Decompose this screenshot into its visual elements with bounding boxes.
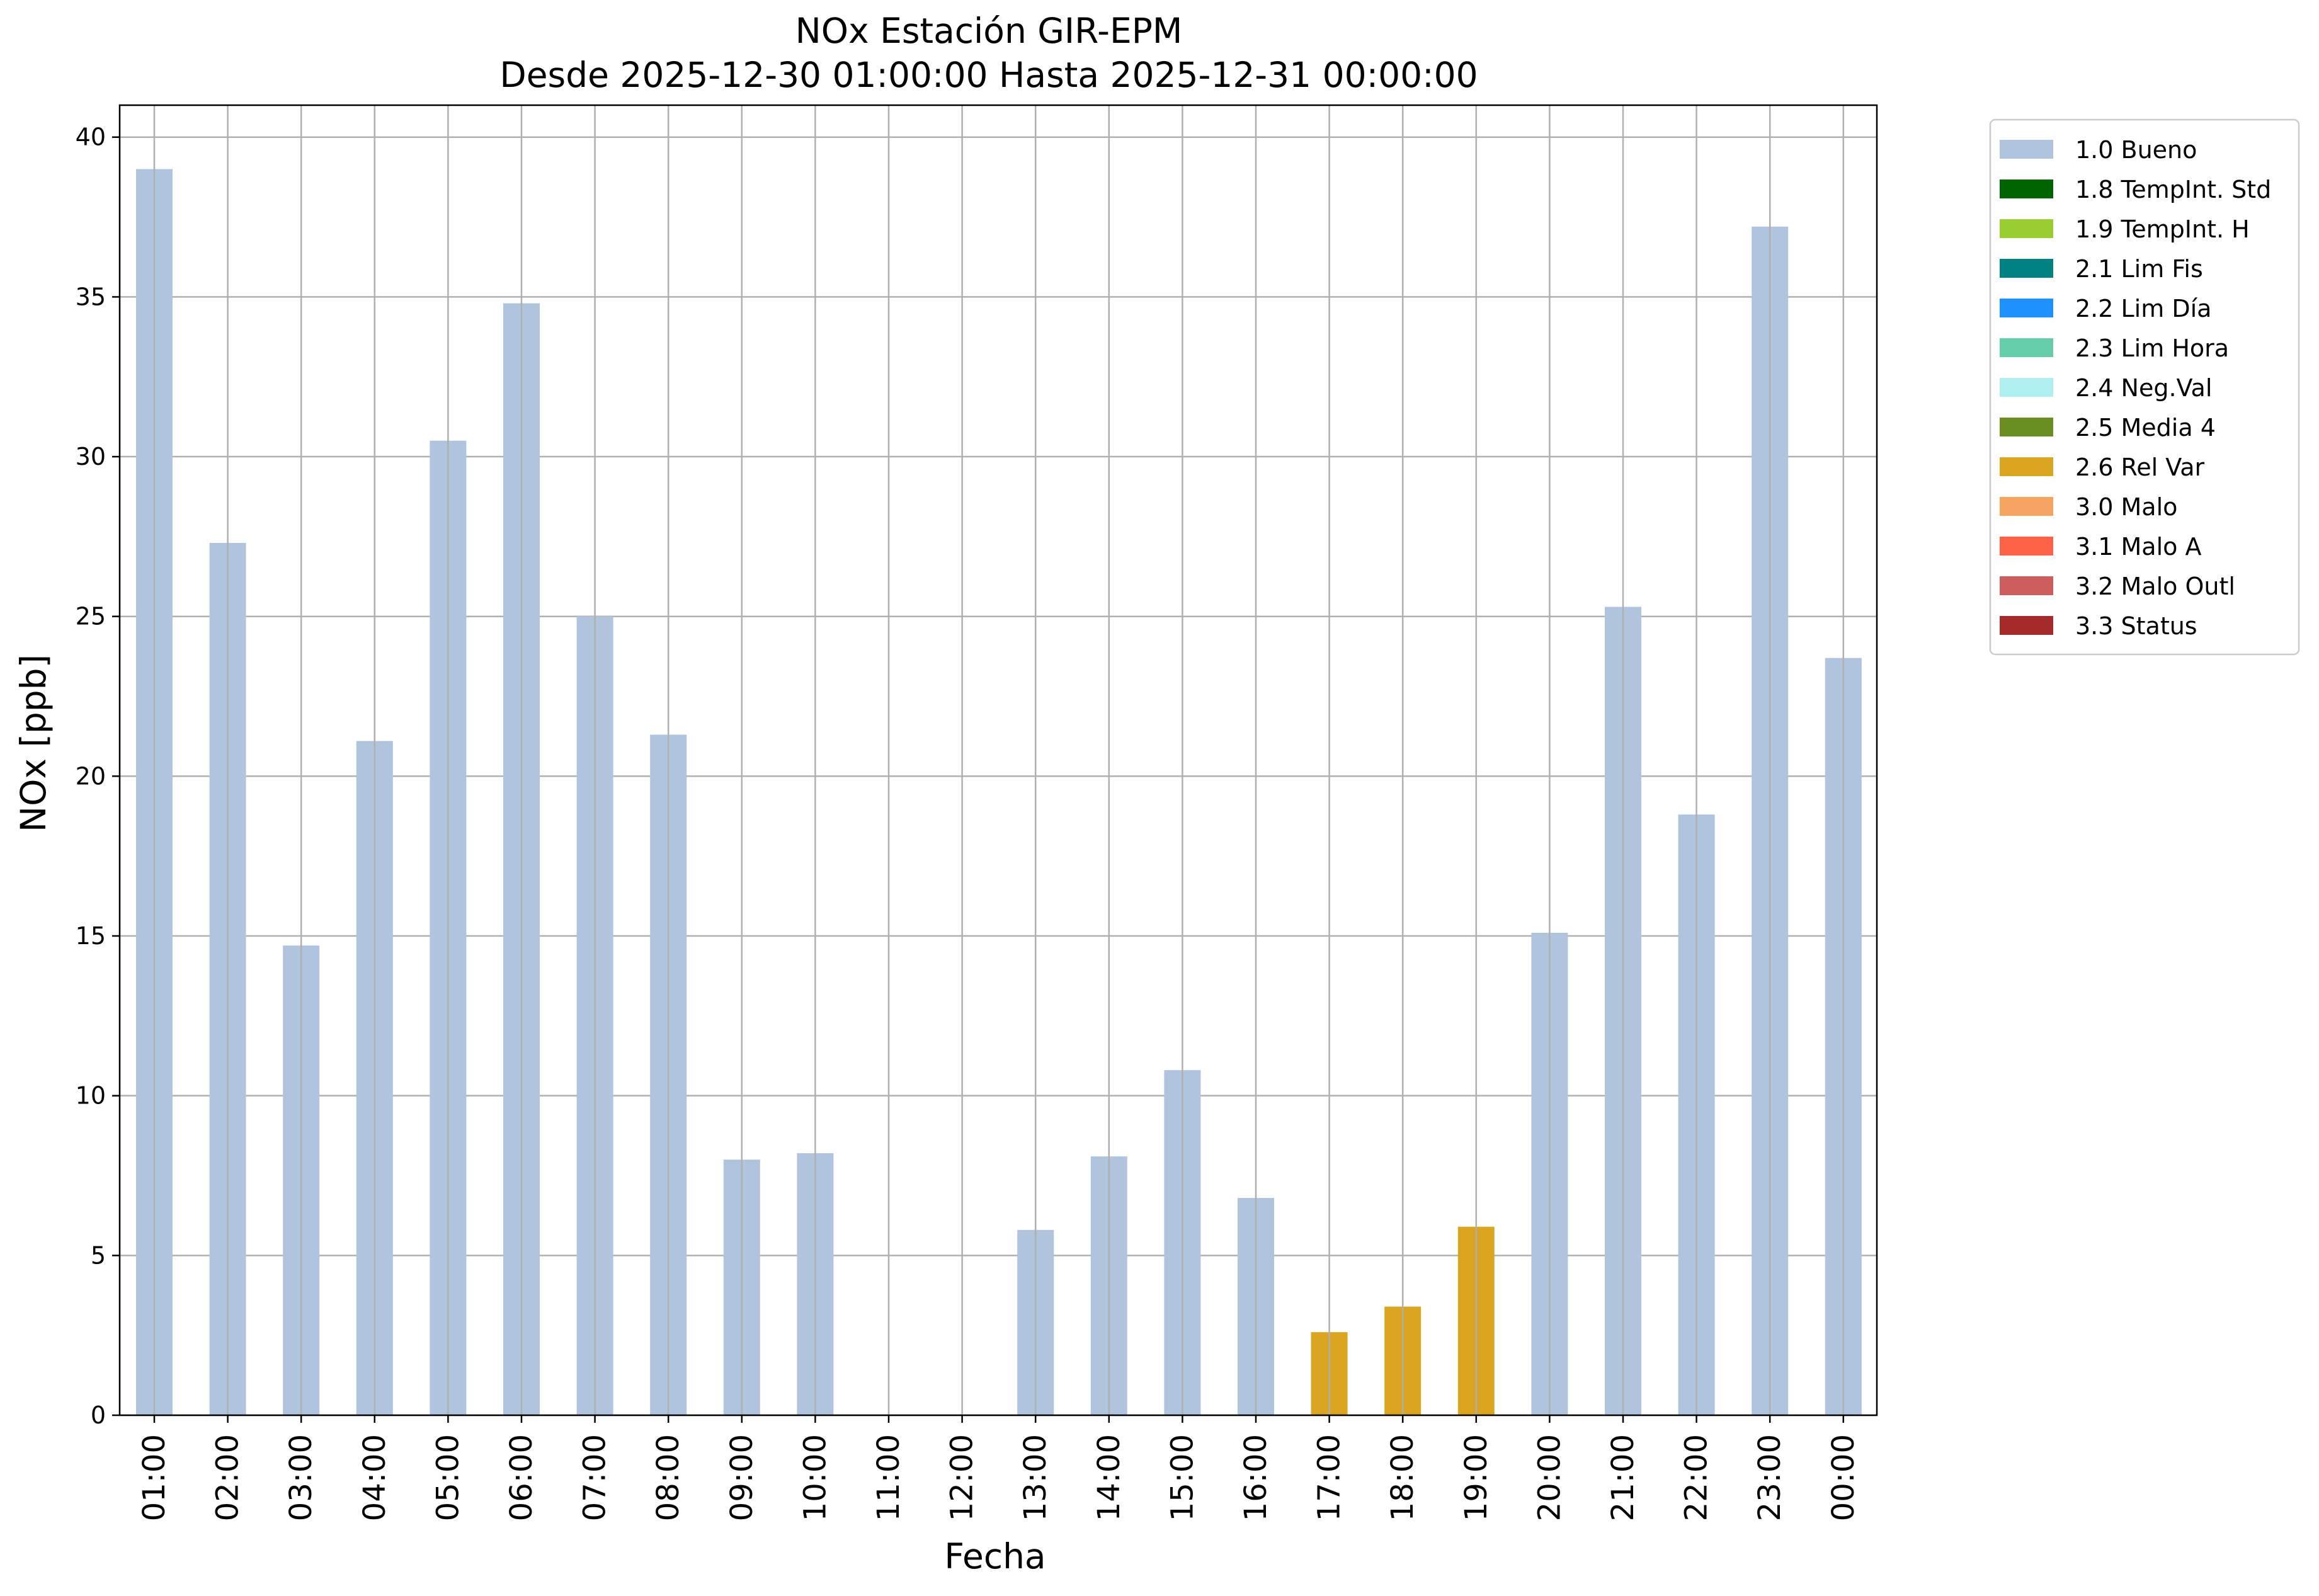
x-grid-lines <box>153 105 1845 1415</box>
legend-entry-label: 2.6 Rel Var <box>2075 453 2205 481</box>
x-tick-label: 11:00 <box>871 1434 906 1521</box>
y-tick-label: 15 <box>76 922 106 950</box>
y-tick-label: 35 <box>76 283 106 311</box>
legend-swatch <box>2000 140 2053 159</box>
x-tick-label: 06:00 <box>504 1434 539 1521</box>
x-axis-ticks: 01:00 02:00 03:00 04:00 05:00 06:00 07:00 08:00… <box>137 1415 1861 1521</box>
legend-entry-label: 2.1 Lim Fis <box>2075 255 2203 283</box>
x-tick-label: 19:00 <box>1459 1434 1494 1521</box>
legend-entry-label: 2.2 Lim Día <box>2075 295 2211 322</box>
x-tick-label: 18:00 <box>1385 1434 1420 1521</box>
legend-swatch <box>2000 180 2053 198</box>
legend-entry-label: 3.2 Malo Outl <box>2075 573 2235 600</box>
x-tick-label: 09:00 <box>724 1434 760 1521</box>
legend-entry-label: 2.5 Media 4 <box>2075 414 2216 442</box>
x-tick-label: 12:00 <box>945 1434 980 1521</box>
legend-entry-label: 2.4 Neg.Val <box>2075 374 2212 402</box>
legend-entry-label: 1.0 Bueno <box>2075 136 2197 164</box>
legend-swatch <box>2000 497 2053 516</box>
legend-box <box>1989 118 2300 656</box>
grid-lines <box>120 136 1877 1416</box>
x-tick-label: 02:00 <box>210 1434 246 1521</box>
x-tick-label: 16:00 <box>1238 1434 1273 1521</box>
bars <box>136 169 1862 1416</box>
legend-entry-label: 3.3 Status <box>2075 612 2197 640</box>
legend-swatch <box>2000 259 2053 278</box>
y-tick-label: 30 <box>76 443 106 470</box>
y-tick-label: 25 <box>76 603 106 630</box>
chart-title: NOx Estación GIR-EPM <box>795 11 1183 51</box>
legend-swatch <box>2000 338 2053 357</box>
legend-entry-label: 1.8 TempInt. Std <box>2075 176 2271 203</box>
chart-subtitle: Desde 2025-12-30 01:00:00 Hasta 2025-12-… <box>499 55 1478 95</box>
x-tick-label: 23:00 <box>1752 1434 1787 1521</box>
x-tick-label: 07:00 <box>578 1434 613 1521</box>
x-axis-label: Fecha <box>944 1536 1046 1576</box>
x-tick-label: 08:00 <box>651 1434 686 1521</box>
x-tick-label: 13:00 <box>1018 1434 1053 1521</box>
y-tick-label: 0 <box>91 1401 106 1429</box>
x-tick-label: 10:00 <box>797 1434 833 1521</box>
y-axis-ticks: 0 5 10 15 20 25 30 35 40 <box>76 123 120 1429</box>
x-tick-label: 21:00 <box>1605 1434 1641 1521</box>
legend-swatch <box>2000 537 2053 556</box>
plot-frame <box>118 104 1878 1416</box>
legend-swatch <box>2000 418 2053 436</box>
x-tick-label: 01:00 <box>137 1434 172 1521</box>
y-tick-label: 40 <box>76 123 106 151</box>
legend: 1.0 Bueno 1.8 TempInt. Std 1.9 TempInt. H 2… <box>1989 118 2300 656</box>
x-tick-label: 14:00 <box>1091 1434 1127 1521</box>
y-axis-label: NOx [ppb] <box>13 654 54 832</box>
legend-swatch <box>2000 378 2053 397</box>
y-tick-label: 20 <box>76 762 106 790</box>
x-tick-label: 17:00 <box>1312 1434 1347 1521</box>
legend-entry-label: 3.0 Malo <box>2075 493 2177 521</box>
x-tick-label: 22:00 <box>1679 1434 1714 1521</box>
y-tick-label: 10 <box>76 1082 106 1110</box>
legend-swatch <box>2000 616 2053 635</box>
x-tick-label: 15:00 <box>1165 1434 1200 1521</box>
x-tick-label: 00:00 <box>1826 1434 1861 1521</box>
legend-swatch <box>2000 299 2053 317</box>
legend-swatch <box>2000 457 2053 476</box>
legend-swatch <box>2000 219 2053 238</box>
legend-entry-label: 3.1 Malo A <box>2075 533 2201 561</box>
x-tick-label: 03:00 <box>283 1434 319 1521</box>
legend-swatch <box>2000 576 2053 595</box>
legend-entry-label: 2.3 Lim Hora <box>2075 334 2229 362</box>
x-tick-label: 20:00 <box>1532 1434 1567 1521</box>
legend-entry-label: 1.9 TempInt. H <box>2075 215 2250 243</box>
x-tick-label: 04:00 <box>357 1434 392 1521</box>
x-tick-label: 05:00 <box>430 1434 465 1521</box>
y-tick-label: 5 <box>91 1241 106 1269</box>
